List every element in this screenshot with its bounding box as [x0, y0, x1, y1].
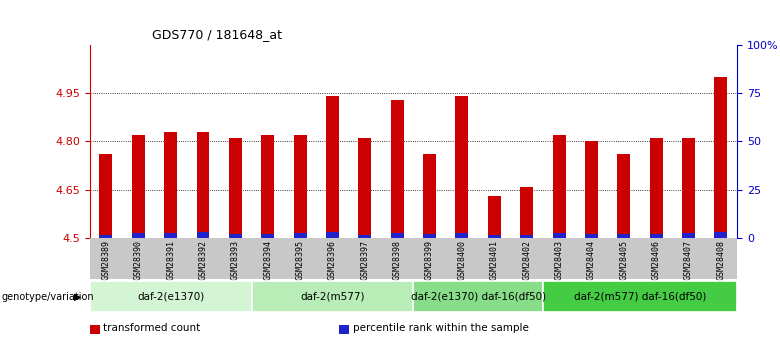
Text: GDS770 / 181648_at: GDS770 / 181648_at — [152, 28, 282, 41]
Bar — [391, 233, 404, 238]
Bar — [650, 138, 663, 238]
Bar — [617, 234, 630, 238]
Text: GSM28400: GSM28400 — [457, 240, 466, 280]
Bar — [585, 234, 598, 238]
Text: GSM28402: GSM28402 — [522, 240, 531, 280]
Bar — [229, 138, 242, 238]
Text: GSM28396: GSM28396 — [328, 240, 337, 280]
Bar — [261, 135, 275, 238]
Bar — [488, 196, 501, 238]
Bar — [456, 96, 469, 238]
Bar — [229, 234, 242, 238]
Text: GSM28394: GSM28394 — [263, 240, 272, 280]
Bar — [293, 233, 307, 238]
Bar — [99, 236, 112, 238]
Bar — [358, 138, 371, 238]
Text: transformed count: transformed count — [103, 323, 200, 333]
Text: daf-2(m577): daf-2(m577) — [300, 292, 365, 302]
Bar — [391, 100, 404, 238]
Text: daf-2(e1370): daf-2(e1370) — [137, 292, 204, 302]
Text: GSM28404: GSM28404 — [587, 240, 596, 280]
Text: GSM28403: GSM28403 — [555, 240, 564, 280]
Text: GSM28407: GSM28407 — [684, 240, 693, 280]
Text: GSM28397: GSM28397 — [360, 240, 370, 280]
Text: GSM28391: GSM28391 — [166, 240, 176, 280]
Text: GSM28392: GSM28392 — [198, 240, 207, 280]
Bar — [520, 235, 534, 238]
Bar — [682, 233, 695, 238]
Bar — [261, 234, 275, 238]
Text: GSM28398: GSM28398 — [392, 240, 402, 280]
Text: GSM28390: GSM28390 — [133, 240, 143, 280]
Bar — [585, 141, 598, 238]
Text: GSM28393: GSM28393 — [231, 240, 240, 280]
Text: GSM28408: GSM28408 — [716, 240, 725, 280]
Text: GSM28401: GSM28401 — [490, 240, 499, 280]
Bar — [132, 135, 145, 238]
Text: GSM28406: GSM28406 — [651, 240, 661, 280]
Text: GSM28395: GSM28395 — [296, 240, 305, 280]
Text: ▶: ▶ — [74, 292, 82, 302]
Bar — [543, 281, 737, 312]
Text: percentile rank within the sample: percentile rank within the sample — [353, 323, 528, 333]
Bar — [197, 132, 210, 238]
Bar — [164, 233, 177, 238]
Bar — [164, 132, 177, 238]
Text: GSM28389: GSM28389 — [101, 240, 111, 280]
Bar — [293, 135, 307, 238]
Bar — [90, 281, 251, 312]
Text: genotype/variation: genotype/variation — [2, 292, 94, 302]
Bar — [456, 233, 469, 238]
Text: daf-2(m577) daf-16(df50): daf-2(m577) daf-16(df50) — [574, 292, 706, 302]
Bar — [714, 77, 728, 238]
Bar — [617, 154, 630, 238]
Bar — [326, 232, 339, 238]
Bar — [552, 233, 566, 238]
Bar — [132, 233, 145, 238]
Text: GSM28405: GSM28405 — [619, 240, 629, 280]
Text: GSM28399: GSM28399 — [425, 240, 434, 280]
Bar — [413, 281, 543, 312]
Bar — [488, 235, 501, 238]
Bar — [423, 234, 436, 238]
Bar — [197, 232, 210, 238]
Bar — [358, 235, 371, 238]
Bar — [552, 135, 566, 238]
Text: daf-2(e1370) daf-16(df50): daf-2(e1370) daf-16(df50) — [410, 292, 546, 302]
Bar — [326, 96, 339, 238]
Bar — [520, 187, 534, 238]
Bar — [423, 154, 436, 238]
Bar — [650, 234, 663, 238]
Bar — [99, 154, 112, 238]
Bar — [682, 138, 695, 238]
Bar — [251, 281, 413, 312]
Bar — [714, 232, 728, 238]
